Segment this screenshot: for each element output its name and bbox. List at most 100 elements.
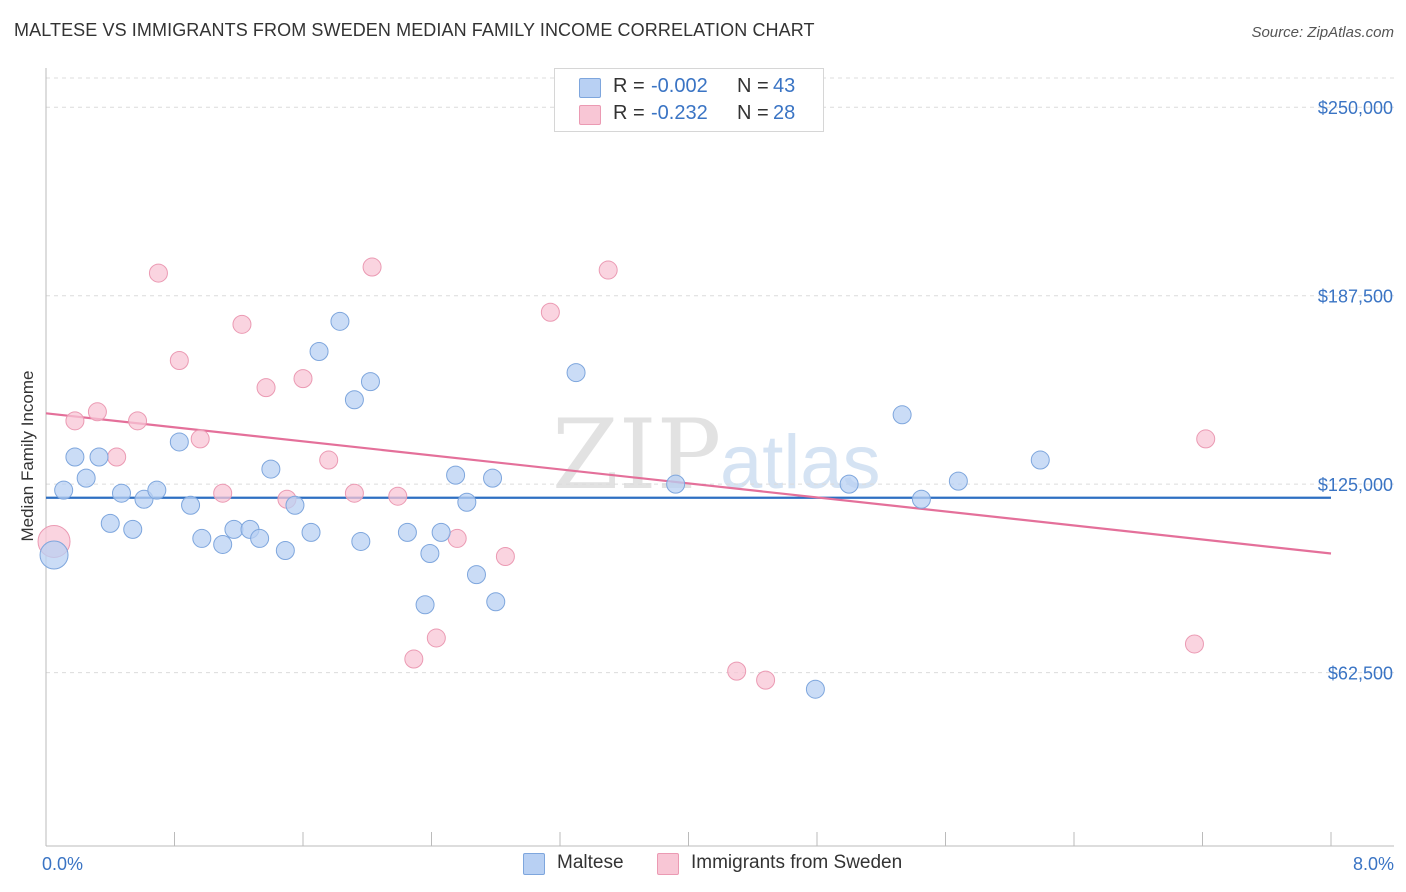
sweden-point xyxy=(540,302,560,322)
sweden-point xyxy=(404,649,424,669)
maltese-point xyxy=(224,519,244,539)
sweden-point xyxy=(1184,634,1204,654)
y-tick-label: $187,500 xyxy=(1318,287,1393,307)
sweden-point xyxy=(169,351,189,371)
legend-label: Maltese xyxy=(557,852,624,873)
sweden-point xyxy=(426,628,446,648)
grid-lines xyxy=(46,77,1394,674)
maltese-legend-swatch-icon xyxy=(523,853,545,875)
maltese-point xyxy=(466,565,486,585)
maltese-point xyxy=(309,341,329,361)
maltese-point xyxy=(111,483,131,503)
tick-labels: $62,500 $125,000 $187,500 $250,000 0.0% 8.0% xyxy=(42,98,1394,874)
maltese-point xyxy=(397,522,417,542)
x-tick-label: 8.0% xyxy=(1353,854,1394,874)
sweden-point xyxy=(213,483,233,503)
maltese-point xyxy=(344,390,364,410)
maltese-point xyxy=(285,495,305,515)
sweden-point xyxy=(190,429,210,449)
maltese-point xyxy=(415,595,435,615)
maltese-point xyxy=(54,480,74,500)
maltese-point xyxy=(483,468,503,488)
maltese-point xyxy=(457,492,477,512)
sweden-point xyxy=(756,670,776,690)
data-points xyxy=(37,100,1216,699)
sweden-swatch-icon xyxy=(579,105,601,125)
sweden-point xyxy=(65,411,85,431)
maltese-point xyxy=(1030,450,1050,470)
maltese-point xyxy=(275,540,295,560)
n-value: 28 xyxy=(773,102,796,124)
maltese-swatch-icon xyxy=(579,78,601,98)
y-tick-label: $125,000 xyxy=(1318,475,1393,495)
sweden-point xyxy=(362,257,382,277)
maltese-point xyxy=(839,474,859,494)
maltese-point xyxy=(948,471,968,491)
maltese-point xyxy=(250,528,270,548)
sweden-point xyxy=(1196,429,1216,449)
sweden-point xyxy=(87,402,107,422)
sweden-point xyxy=(727,661,747,681)
sweden-point xyxy=(128,411,148,431)
maltese-point xyxy=(134,489,154,509)
sweden-point xyxy=(388,486,408,506)
watermark-zip: ZIP xyxy=(552,399,721,511)
sweden-point xyxy=(495,547,515,567)
maltese-point xyxy=(65,447,85,467)
maltese-point xyxy=(261,459,281,479)
y-tick-label: $62,500 xyxy=(1328,664,1393,684)
n-label: N = xyxy=(737,75,769,97)
stats-legend: R = -0.002 N = 43 R = -0.232 N = 28 xyxy=(554,68,824,132)
maltese-point xyxy=(805,679,825,699)
maltese-point xyxy=(301,522,321,542)
sweden-trend-line xyxy=(45,412,1332,555)
maltese-point xyxy=(360,372,380,392)
chart-title: MALTESE VS IMMIGRANTS FROM SWEDEN MEDIAN… xyxy=(14,20,815,40)
sweden-point xyxy=(293,369,313,389)
maltese-point xyxy=(431,522,451,542)
maltese-point xyxy=(89,447,109,467)
maltese-point xyxy=(192,528,212,548)
maltese-point xyxy=(892,405,912,425)
axes xyxy=(45,68,1394,847)
maltese-point xyxy=(147,480,167,500)
r-value: -0.232 xyxy=(651,102,708,124)
x-tick-label: 0.0% xyxy=(42,854,83,874)
sweden-legend-swatch-icon xyxy=(657,853,679,875)
maltese-point xyxy=(566,363,586,383)
maltese-point xyxy=(76,468,96,488)
maltese-point xyxy=(213,534,233,554)
r-label: R = xyxy=(613,75,645,97)
sweden-point xyxy=(598,260,618,280)
maltese-point xyxy=(39,540,69,570)
y-axis-label: Median Family Income xyxy=(18,370,37,542)
n-value: 43 xyxy=(773,75,796,97)
r-label: R = xyxy=(613,102,645,124)
r-value: -0.002 xyxy=(651,75,708,97)
sweden-point xyxy=(107,447,127,467)
maltese-point xyxy=(100,513,120,533)
sweden-point xyxy=(319,450,339,470)
watermark-atlas: atlas xyxy=(720,420,881,505)
sweden-point xyxy=(232,314,252,334)
maltese-point xyxy=(123,519,143,539)
n-label: N = xyxy=(737,102,769,124)
maltese-point xyxy=(330,311,350,331)
sweden-point xyxy=(447,528,467,548)
source-label: Source: ZipAtlas.com xyxy=(1251,24,1394,41)
legend-label: Immigrants from Sweden xyxy=(691,852,903,873)
maltese-point xyxy=(420,544,440,564)
sweden-point xyxy=(148,263,168,283)
maltese-point xyxy=(911,489,931,509)
maltese-point xyxy=(446,465,466,485)
maltese-point xyxy=(169,432,189,452)
maltese-point xyxy=(666,474,686,494)
trend-lines xyxy=(45,412,1332,555)
maltese-point xyxy=(181,495,201,515)
y-tick-label: $250,000 xyxy=(1318,98,1393,118)
maltese-point xyxy=(351,531,371,551)
sweden-point xyxy=(344,483,364,503)
sweden-point xyxy=(256,378,276,398)
maltese-point xyxy=(486,592,506,612)
